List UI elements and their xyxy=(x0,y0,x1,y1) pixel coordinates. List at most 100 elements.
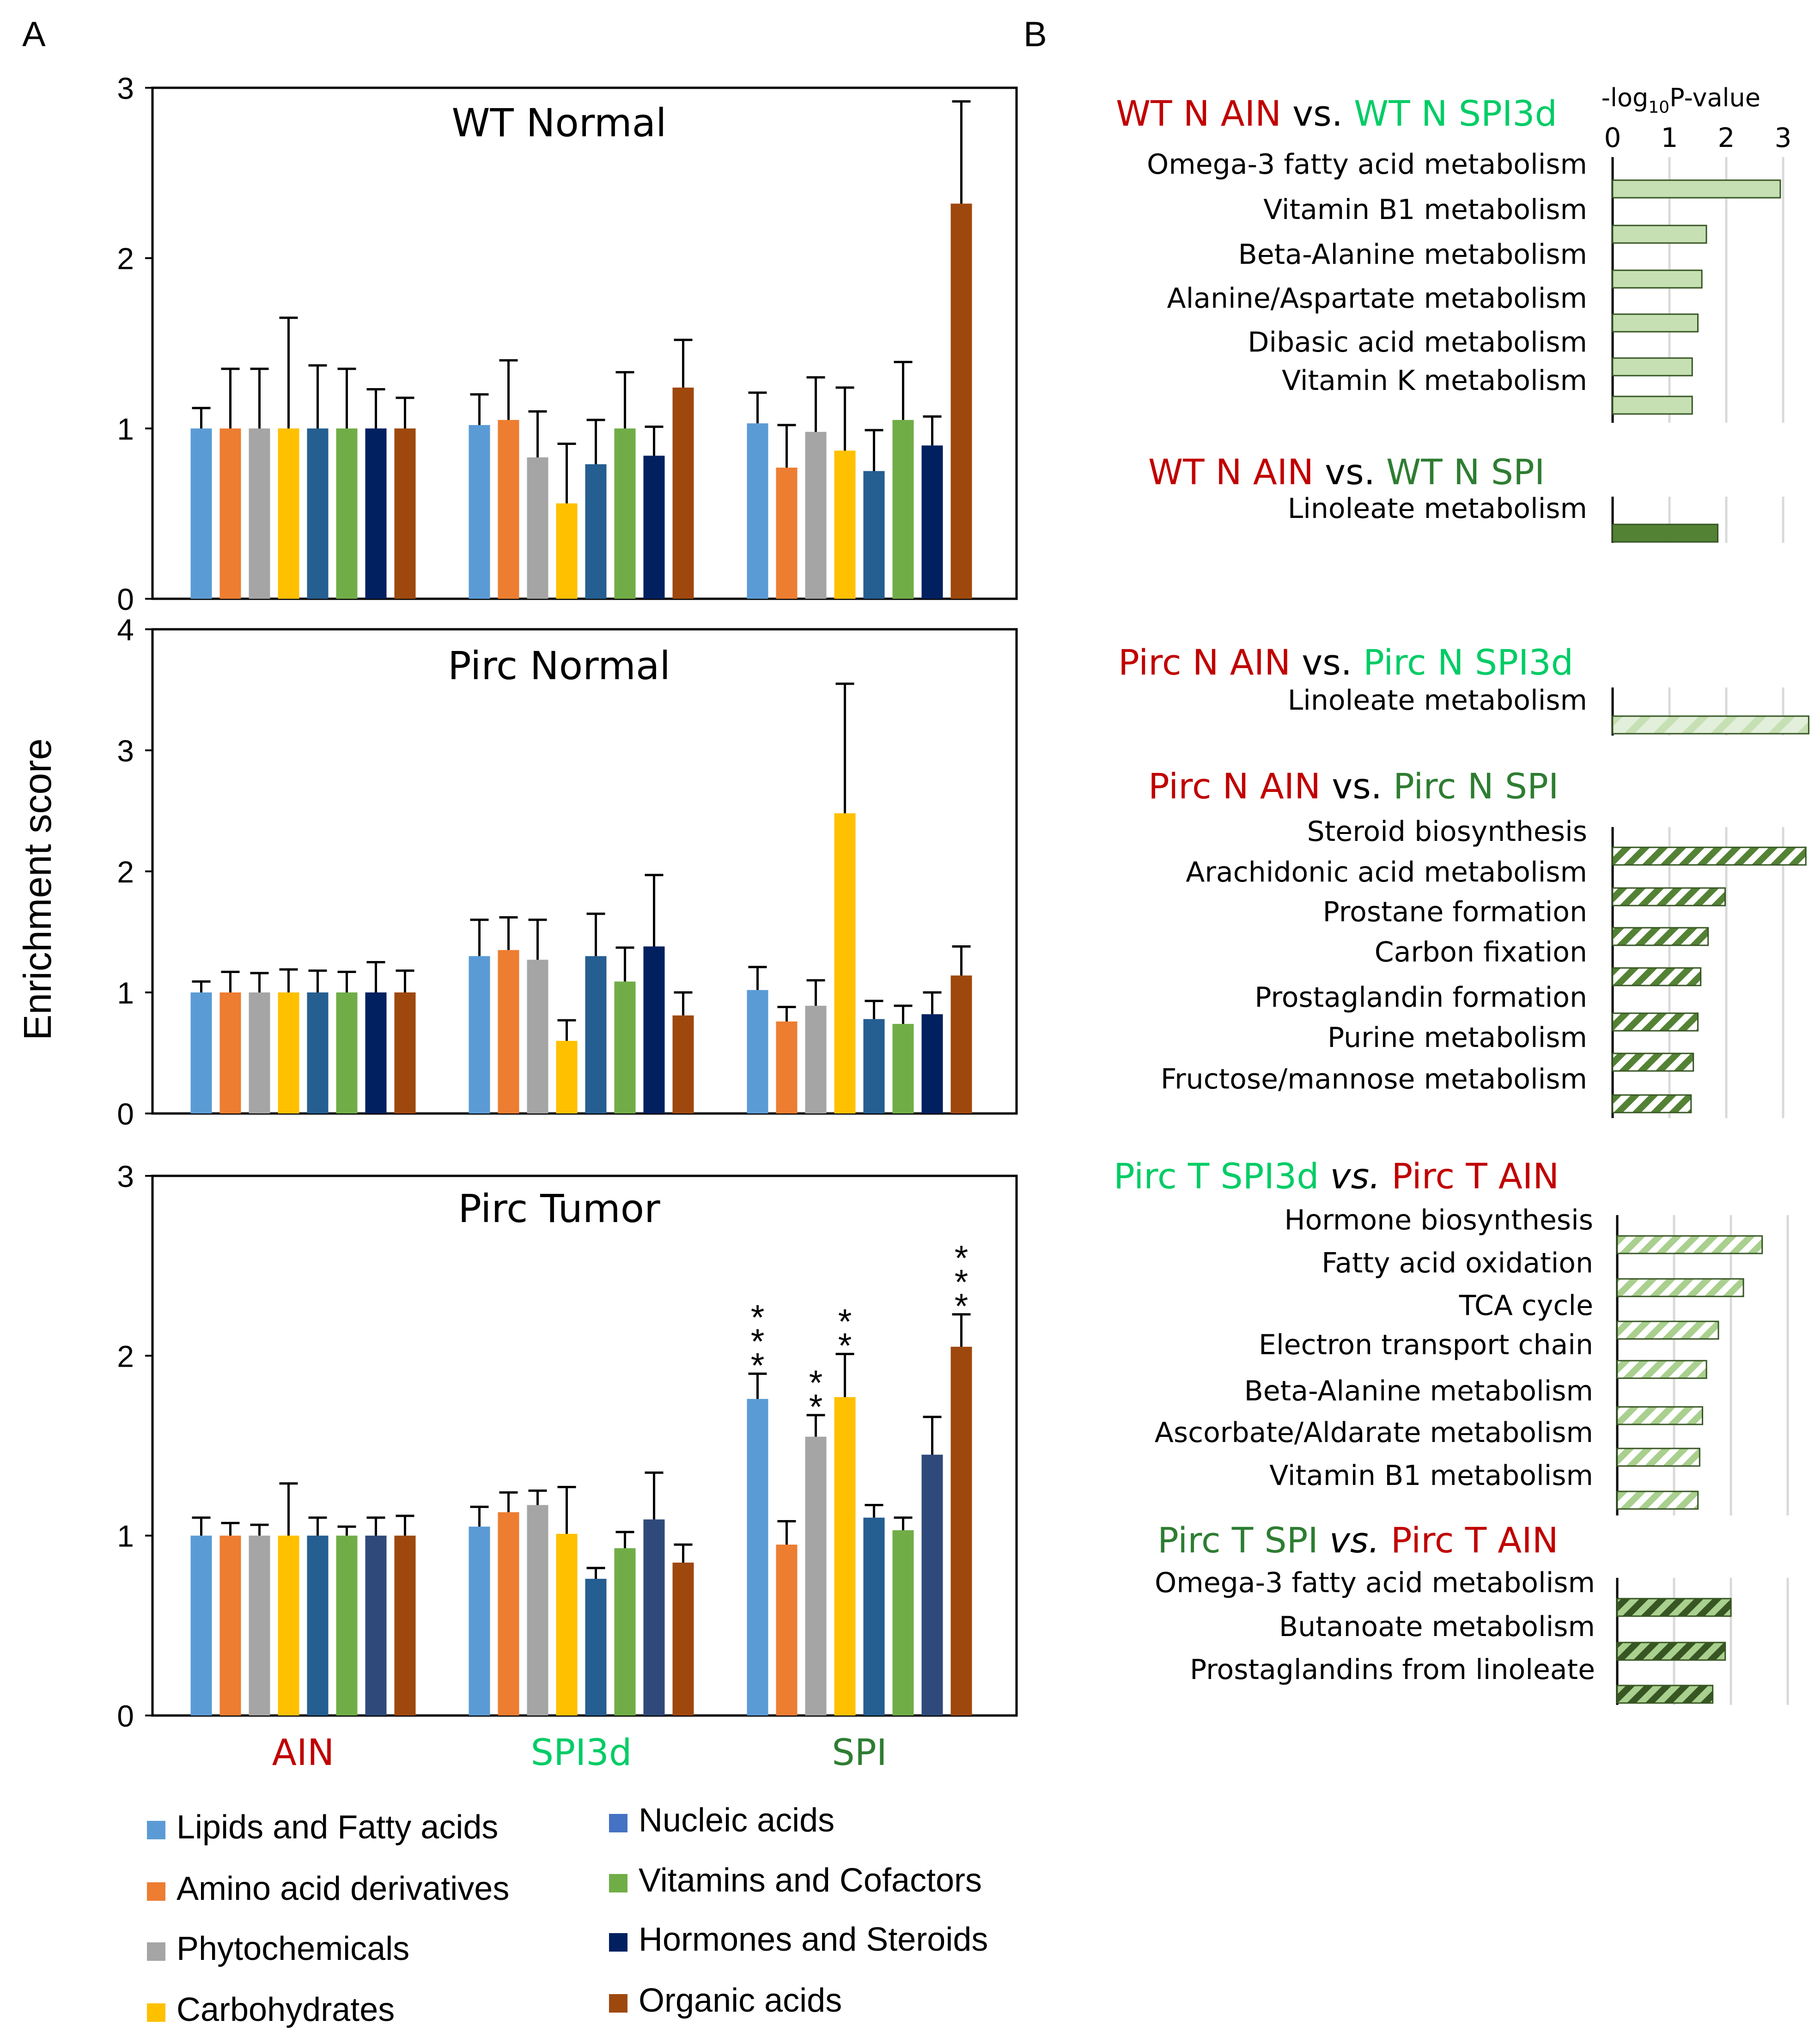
group-label-spi3d: SPI3d xyxy=(531,1732,632,1774)
pathway-label: Prostaglandins from linoleate xyxy=(1190,1654,1595,1686)
bar-lipids-and-fatty-acids-ain xyxy=(190,1535,212,1716)
comparison-header: WT N AIN vs. WT N SPI3d xyxy=(1116,93,1557,134)
bar-vitamins-and-cofactors-spi xyxy=(892,1024,914,1113)
y-tick-label: 2 xyxy=(117,242,134,276)
legend-label: Amino acid derivatives xyxy=(177,1870,509,1907)
pathway-bar-steroid-biosynthesis xyxy=(1612,846,1807,866)
bar-carbohydrates-ain xyxy=(278,1535,299,1716)
legend-swatch-phytochemicals xyxy=(147,1942,165,1961)
bar-organic-acids-spi3d xyxy=(672,387,694,599)
bar-vitamins-and-cofactors-spi3d xyxy=(614,1548,636,1716)
bar-nucleic-acids-spi3d xyxy=(585,956,607,1113)
pathway-label: Omega-3 fatty acid metabolism xyxy=(1147,148,1587,181)
bar-lipids-and-fatty-acids-spi3d xyxy=(469,956,490,1113)
bar-nucleic-acids-spi3d xyxy=(585,1579,607,1716)
bar-phytochemicals-ain xyxy=(249,992,270,1113)
pathway-label: Linoleate metabolism xyxy=(1288,493,1587,525)
comparison-header: WT N AIN vs. WT N SPI xyxy=(1148,451,1545,493)
pathway-bar-linoleate-metabolism xyxy=(1612,523,1719,543)
panel-label-b: B xyxy=(1023,15,1047,54)
chart-pirc-normal: 0 1 2 3 4 Pirc Normal xyxy=(117,613,1018,1131)
bar-nucleic-acids-spi xyxy=(863,471,885,599)
bar-organic-acids-ain xyxy=(394,1535,416,1716)
bar-hormones-and-steroids-ain xyxy=(365,1535,387,1716)
bar-organic-acids-ain xyxy=(394,428,416,599)
y-tick-label: 1 xyxy=(117,976,134,1010)
pathway-label: Beta-Alanine metabolism xyxy=(1238,238,1587,271)
bar-lipids-and-fatty-acids-spi xyxy=(747,423,768,599)
bar-organic-acids-ain xyxy=(394,992,416,1113)
bar-phytochemicals-spi xyxy=(805,1005,827,1113)
bar-hormones-and-steroids-spi xyxy=(921,445,943,599)
bar-phytochemicals-ain xyxy=(249,1535,270,1716)
pathway-bar-fatty-acid-oxidation xyxy=(1616,1278,1744,1297)
y-tick-label: 0 xyxy=(117,582,134,616)
legend-label: Hormones and Steroids xyxy=(639,1921,988,1958)
pathway-bar-vitamin-k-metabolism xyxy=(1612,395,1693,415)
bar-phytochemicals-spi3d xyxy=(527,960,548,1113)
bar-vitamins-and-cofactors-spi3d xyxy=(614,428,636,599)
plot-frame xyxy=(151,1174,1018,1717)
pathway-label: Beta-Alanine metabolism xyxy=(1244,1375,1593,1407)
bar-hormones-and-steroids-ain xyxy=(365,992,387,1113)
comparison-header: Pirc N AIN vs. Pirc N SPI3d xyxy=(1118,642,1573,683)
bar-carbohydrates-spi xyxy=(834,1397,856,1716)
pathway-label: Vitamin K metabolism xyxy=(1282,365,1587,397)
pathway-label: Ascorbate/Aldarate metabolism xyxy=(1155,1417,1593,1449)
y-tick-label: 2 xyxy=(117,855,134,889)
axis-title: -log10P-value xyxy=(1601,83,1760,117)
legend: Lipids and Fatty acids Amino acid derivat… xyxy=(147,1802,988,2028)
bar-hormones-and-steroids-spi3d xyxy=(643,456,665,599)
bar-carbohydrates-spi3d xyxy=(556,1040,578,1113)
x-tick-label: 0 xyxy=(1604,122,1621,153)
legend-swatch-carbohydrates xyxy=(147,2003,165,2022)
significance-label: *** xyxy=(955,1239,968,1326)
legend-label: Nucleic acids xyxy=(639,1802,834,1839)
legend-label: Phytochemicals xyxy=(177,1930,409,1967)
pathway-label: Prostane formation xyxy=(1323,896,1587,928)
pathway-bar-arachidonic-acid-metabolism xyxy=(1612,887,1726,906)
legend-label: Carbohydrates xyxy=(177,1991,395,2028)
bar-lipids-and-fatty-acids-ain xyxy=(190,428,212,599)
comparison-group: Pirc T SPI3d vs. Pirc T AIN Hormone biosy… xyxy=(1114,1156,1789,1515)
bar-phytochemicals-spi xyxy=(805,1436,827,1716)
comparison-group: WT N AIN vs. WT N SPI3d Omega-3 fatty aci… xyxy=(1116,93,1785,423)
pathway-label: Purine metabolism xyxy=(1328,1022,1587,1054)
bar-nucleic-acids-ain xyxy=(307,1535,329,1716)
y-tick-label: 2 xyxy=(117,1339,134,1373)
pathway-bar-beta-alanine-metabolism xyxy=(1616,1406,1703,1425)
group-label-spi: SPI xyxy=(832,1732,887,1774)
bar-nucleic-acids-ain xyxy=(307,428,329,599)
comparison-group: Pirc N AIN vs. Pirc N SPI Steroid biosynt… xyxy=(1148,766,1807,1118)
bar-carbohydrates-spi3d xyxy=(556,1533,578,1716)
significance-label: *** xyxy=(751,1298,765,1385)
pathway-label: Steroid biosynthesis xyxy=(1307,815,1587,848)
bar-lipids-and-fatty-acids-spi xyxy=(747,990,768,1113)
pathway-bar-dibasic-acid-metabolism xyxy=(1612,357,1693,377)
y-tick-label: 1 xyxy=(117,1519,134,1553)
pathway-label: Linoleate metabolism xyxy=(1288,684,1587,717)
y-axis-label: Enrichment score xyxy=(16,738,59,1040)
bar-nucleic-acids-spi xyxy=(863,1517,885,1716)
group-label-ain: AIN xyxy=(272,1732,335,1774)
bar-hormones-and-steroids-spi xyxy=(921,1014,943,1113)
bar-vitamins-and-cofactors-spi xyxy=(892,1530,914,1716)
bar-phytochemicals-spi3d xyxy=(527,457,548,599)
pathway-label: Alanine/Aspartate metabolism xyxy=(1167,282,1587,315)
bar-lipids-and-fatty-acids-spi3d xyxy=(469,425,490,599)
pathway-bar-vitamin-b1-metabolism xyxy=(1612,225,1707,244)
bar-carbohydrates-spi xyxy=(834,450,856,599)
legend-swatch-hormones-and-steroids xyxy=(609,1933,627,1952)
bar-vitamins-and-cofactors-spi3d xyxy=(614,981,636,1113)
bar-carbohydrates-ain xyxy=(278,992,299,1113)
legend-swatch-lipids-and-fatty-acids xyxy=(147,1821,165,1839)
significance-label: ** xyxy=(838,1302,852,1365)
pathway-label: Vitamin B1 metabolism xyxy=(1263,194,1587,226)
comparison-header: Pirc T SPI vs. Pirc T AIN xyxy=(1157,1520,1559,1561)
bar-amino-acid-derivatives-ain xyxy=(219,992,241,1113)
x-tick-label: 1 xyxy=(1661,122,1678,153)
y-tick-label: 1 xyxy=(117,412,134,446)
y-tick-label: 4 xyxy=(117,613,134,647)
